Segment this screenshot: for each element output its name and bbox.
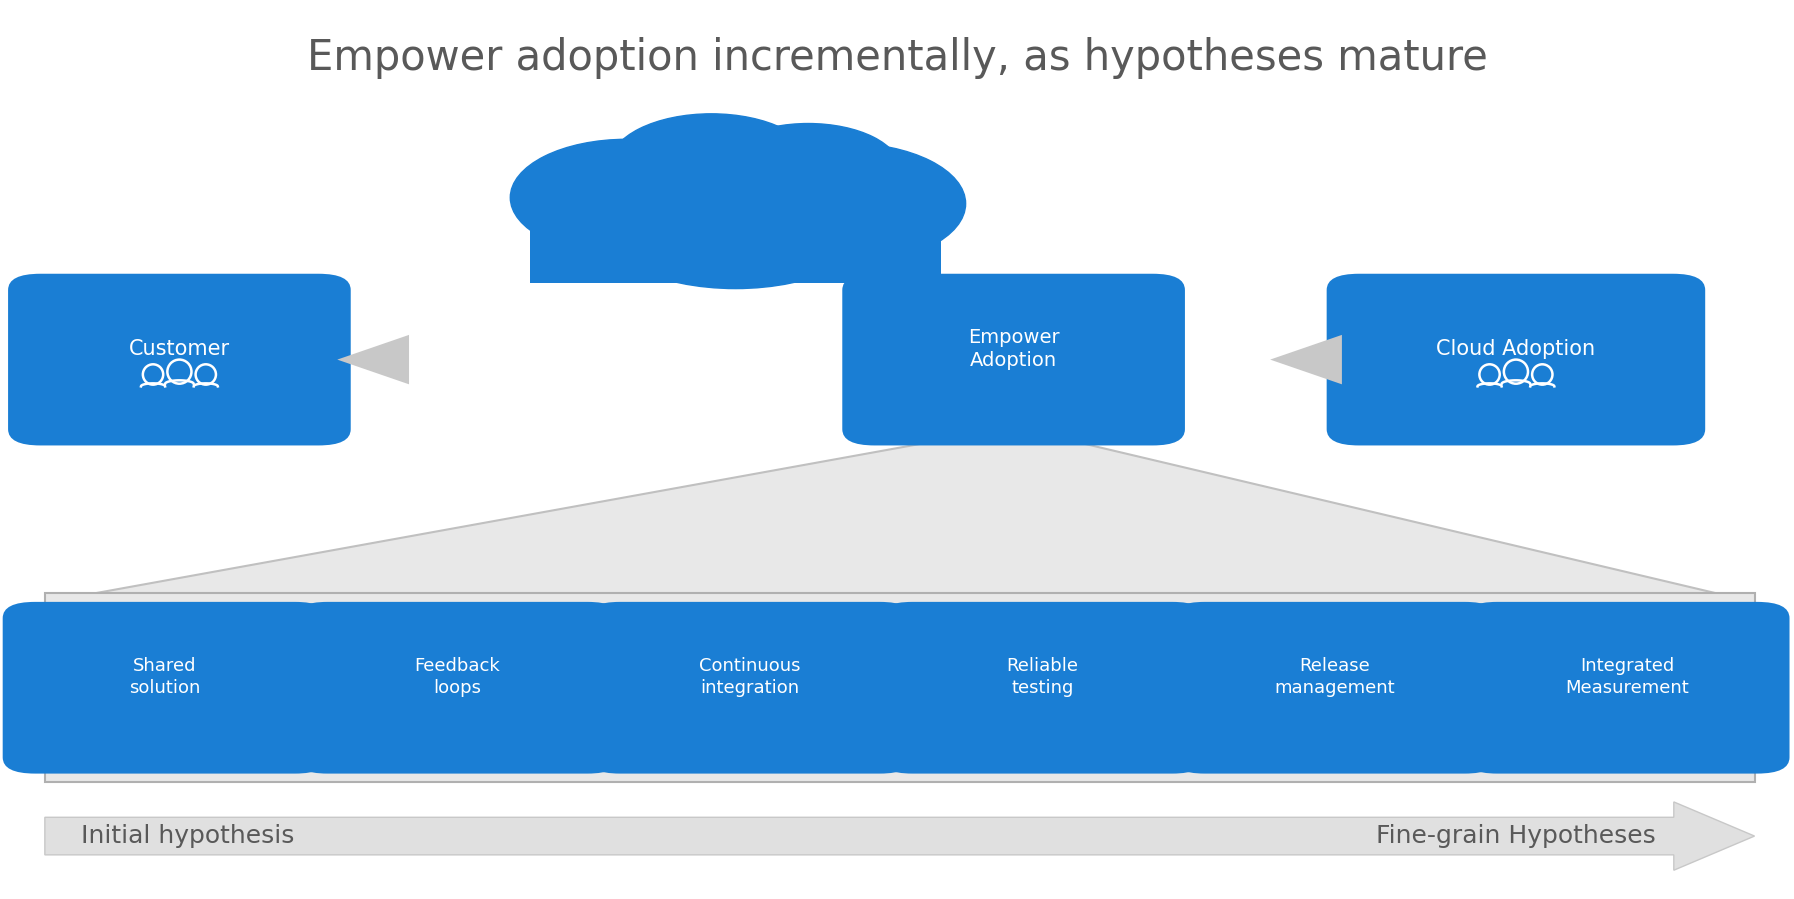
Text: Fine-grain Hypotheses: Fine-grain Hypotheses (1376, 824, 1656, 848)
Text: Integrated
Measurement: Integrated Measurement (1566, 657, 1688, 697)
Text: Continuous
integration: Continuous integration (700, 657, 800, 697)
Text: Shared
solution: Shared solution (129, 657, 201, 697)
FancyBboxPatch shape (294, 602, 621, 773)
Text: Empower adoption incrementally, as hypotheses mature: Empower adoption incrementally, as hypot… (307, 38, 1487, 79)
FancyBboxPatch shape (45, 593, 1755, 782)
Text: Empower
Adoption: Empower Adoption (967, 327, 1060, 370)
FancyBboxPatch shape (1326, 273, 1704, 446)
Polygon shape (1270, 335, 1342, 385)
FancyBboxPatch shape (841, 273, 1184, 446)
Polygon shape (45, 802, 1755, 870)
FancyBboxPatch shape (879, 602, 1204, 773)
Text: Release
management: Release management (1274, 657, 1396, 697)
FancyBboxPatch shape (529, 209, 942, 282)
FancyBboxPatch shape (4, 602, 327, 773)
Text: Initial hypothesis: Initial hypothesis (81, 824, 294, 848)
FancyBboxPatch shape (1464, 602, 1789, 773)
Ellipse shape (590, 143, 881, 289)
Ellipse shape (716, 123, 901, 216)
FancyBboxPatch shape (587, 602, 911, 773)
Text: Feedback
loops: Feedback loops (414, 657, 501, 697)
Ellipse shape (509, 139, 743, 256)
Polygon shape (45, 427, 1755, 602)
Polygon shape (337, 335, 409, 385)
FancyBboxPatch shape (1173, 602, 1496, 773)
Text: Reliable
testing: Reliable testing (1006, 657, 1078, 697)
FancyBboxPatch shape (9, 273, 350, 446)
Ellipse shape (723, 143, 965, 264)
Text: Cloud Adoption: Cloud Adoption (1437, 339, 1595, 359)
Text: Customer: Customer (129, 339, 230, 359)
Ellipse shape (610, 114, 813, 216)
